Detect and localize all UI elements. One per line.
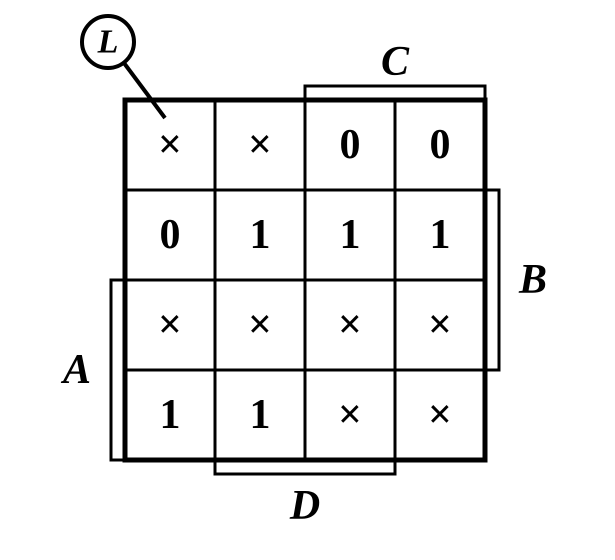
kmap-cell: 1 xyxy=(250,392,271,438)
var-label-A: A xyxy=(60,347,91,393)
kmap-cell: 0 xyxy=(160,212,181,258)
bracket-D xyxy=(215,462,395,474)
kmap-cell: × xyxy=(338,302,362,348)
kmap-cell: 1 xyxy=(160,392,181,438)
var-label-D: D xyxy=(289,483,320,529)
kmap-cell: 1 xyxy=(430,212,451,258)
bracket-A xyxy=(111,280,123,460)
kmap-cell: 1 xyxy=(250,212,271,258)
kmap-cell: × xyxy=(248,302,272,348)
kmap-cell: 0 xyxy=(430,122,451,168)
var-label-B: B xyxy=(518,257,547,303)
kmap-cell: × xyxy=(158,302,182,348)
kmap-cell: 1 xyxy=(340,212,361,258)
kmap-cell: × xyxy=(158,122,182,168)
kmap-cell: × xyxy=(428,302,452,348)
kmap-cell: × xyxy=(248,122,272,168)
kmap-cell: × xyxy=(428,392,452,438)
bracket-B xyxy=(487,190,499,370)
kmap-cell: 0 xyxy=(340,122,361,168)
kmap-cell: × xyxy=(338,392,362,438)
output-label: L xyxy=(97,24,119,61)
var-label-C: C xyxy=(381,39,410,85)
bracket-C xyxy=(305,86,485,98)
